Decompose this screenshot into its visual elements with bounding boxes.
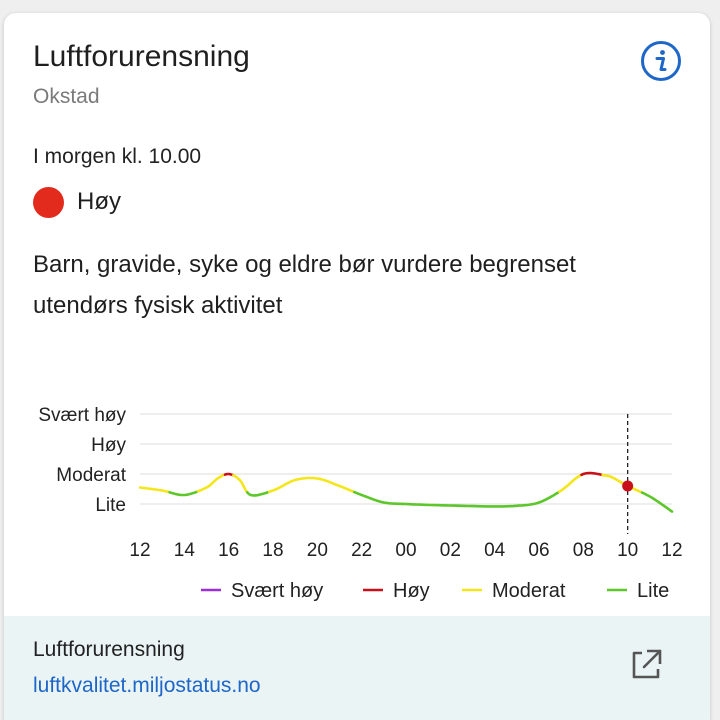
y-tick-label: Høy [91,435,126,456]
y-tick-label: Lite [95,495,126,516]
series-line [557,473,583,493]
level-indicator: Høy [33,185,121,219]
x-tick-label: 06 [528,540,549,561]
x-tick-label: 20 [307,540,328,561]
level-label: Høy [77,188,121,215]
x-tick-label: 16 [218,540,239,561]
series-line [580,471,604,477]
series-line [196,473,227,493]
y-tick-label: Svært høy [38,405,126,426]
x-tick-label: 10 [617,540,638,561]
legend-label: Moderat [492,580,566,602]
series-line [138,486,171,494]
location-label: Okstad [33,85,100,108]
forecast-time: I morgen kl. 10.00 [33,145,202,168]
pollution-chart: Lite Moderat Høy Svært høy 12 14 16 18 20 22 00 02 0… [38,405,682,602]
footer-title: Luftforurensning [33,638,185,661]
x-tick-label: 18 [262,540,283,561]
series-line [168,490,200,497]
card-title: Luftforurensning [33,40,250,73]
x-tick-label: 02 [440,540,461,561]
external-link-icon [632,649,662,679]
series-line [640,491,674,513]
external-link-button[interactable] [626,644,666,684]
y-tick-label: Moderat [56,465,126,486]
series-line [232,474,249,494]
x-tick-label: 12 [661,540,682,561]
series-line [246,490,271,497]
legend-label: Lite [637,580,669,602]
series-line [267,476,356,494]
series-line [223,472,235,477]
x-tick-label: 22 [351,540,372,561]
x-tick-label: 12 [129,540,150,561]
x-tick-label: 08 [573,540,594,561]
source-footer[interactable]: Luftforurensning luftkvalitet.miljostatu… [4,616,710,720]
series-line [352,490,561,508]
x-tick-label: 14 [174,540,196,561]
info-icon [641,41,681,81]
legend-label: Svært høy [231,580,323,602]
x-tick-label: 04 [484,540,506,561]
time-marker-point [622,480,634,492]
air-quality-card: Luftforurensning Okstad I morgen kl. 10.… [4,13,710,720]
level-dot [33,186,64,218]
legend-label: Høy [393,580,430,602]
health-advice: Barn, gravide, syke og eldre bør vurdere… [33,251,576,319]
x-tick-label: 00 [395,540,416,561]
source-link[interactable]: luftkvalitet.miljostatus.no [33,674,261,697]
series-line [601,473,644,494]
info-button[interactable] [640,40,682,82]
